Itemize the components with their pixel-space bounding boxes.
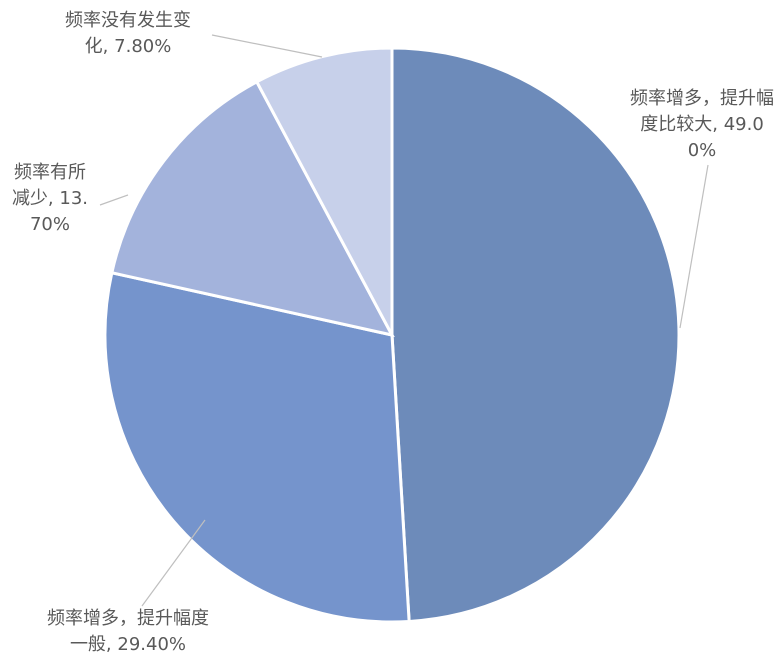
- data-label: 频率没有发生变化, 7.80%: [60, 8, 196, 60]
- data-label: 频率有所减少, 13.70%: [10, 160, 90, 238]
- pie-slice: [254, 46, 394, 336]
- pie-slice: [110, 79, 395, 338]
- leader-line: [679, 164, 709, 329]
- pie-slice: [390, 46, 681, 624]
- category-label: 频率没有发生变化,: [65, 10, 191, 57]
- value-label: 29.40%: [117, 634, 187, 655]
- value-label: 13.70%: [29, 188, 89, 235]
- pie-slice: [103, 270, 411, 624]
- value-label: 7.80%: [114, 36, 172, 57]
- category-label: 频率增多，提升幅度一般,: [47, 608, 209, 655]
- data-label: 频率增多，提升幅度比较大, 49.00%: [628, 86, 776, 164]
- category-label: 频率有所减少,: [11, 162, 86, 209]
- leader-line: [141, 519, 206, 607]
- category-label: 频率增多，提升幅度比较大,: [630, 88, 774, 135]
- leader-line: [211, 34, 323, 58]
- data-label: 频率增多，提升幅度一般, 29.40%: [40, 606, 216, 658]
- value-label: 49.00%: [687, 114, 764, 161]
- leader-line: [99, 194, 129, 206]
